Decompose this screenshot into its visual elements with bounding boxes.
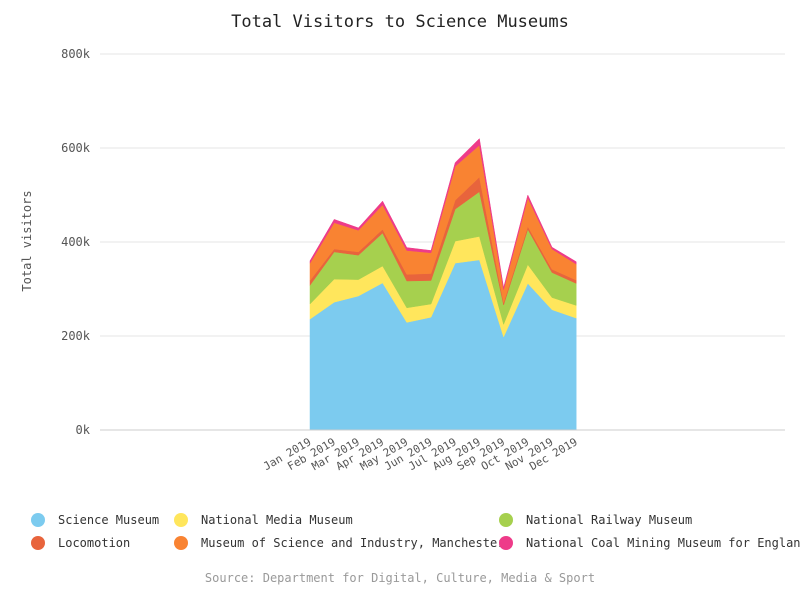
legend-item[interactable]: Locomotion: [31, 536, 130, 550]
y-tick-label: 400k: [61, 235, 91, 249]
legend-item[interactable]: National Media Museum: [174, 513, 353, 527]
legend[interactable]: Science Museum National Media Museum Natio…: [31, 513, 800, 550]
legend-label: National Media Museum: [201, 513, 353, 527]
legend-label: National Coal Mining Museum for England: [526, 536, 800, 550]
legend-marker: [174, 513, 188, 527]
y-tick-label: 600k: [61, 141, 91, 155]
area-series-national-coal-mining-museum-for-england[interactable]: [309, 138, 577, 290]
legend-item[interactable]: National Railway Museum: [499, 513, 692, 527]
legend-label: Science Museum: [58, 513, 159, 527]
legend-label: Locomotion: [58, 536, 130, 550]
y-tick-label: 800k: [61, 47, 91, 61]
legend-marker: [31, 536, 45, 550]
area-series-group: [309, 138, 577, 431]
legend-marker: [499, 513, 513, 527]
legend-label: Museum of Science and Industry, Manchest…: [201, 536, 504, 550]
legend-marker: [499, 536, 513, 550]
legend-marker: [31, 513, 45, 527]
legend-item[interactable]: Museum of Science and Industry, Manchest…: [174, 536, 504, 550]
chart-title: Total Visitors to Science Museums: [231, 12, 569, 32]
legend-item[interactable]: Science Museum: [31, 513, 159, 527]
legend-item[interactable]: National Coal Mining Museum for England: [499, 536, 800, 550]
y-tick-label: 200k: [61, 329, 91, 343]
y-axis-label: Total visitors: [20, 190, 34, 291]
legend-marker: [174, 536, 188, 550]
source-note: Source: Department for Digital, Culture,…: [205, 571, 595, 585]
legend-label: National Railway Museum: [526, 513, 692, 527]
y-tick-label: 0k: [76, 423, 91, 437]
